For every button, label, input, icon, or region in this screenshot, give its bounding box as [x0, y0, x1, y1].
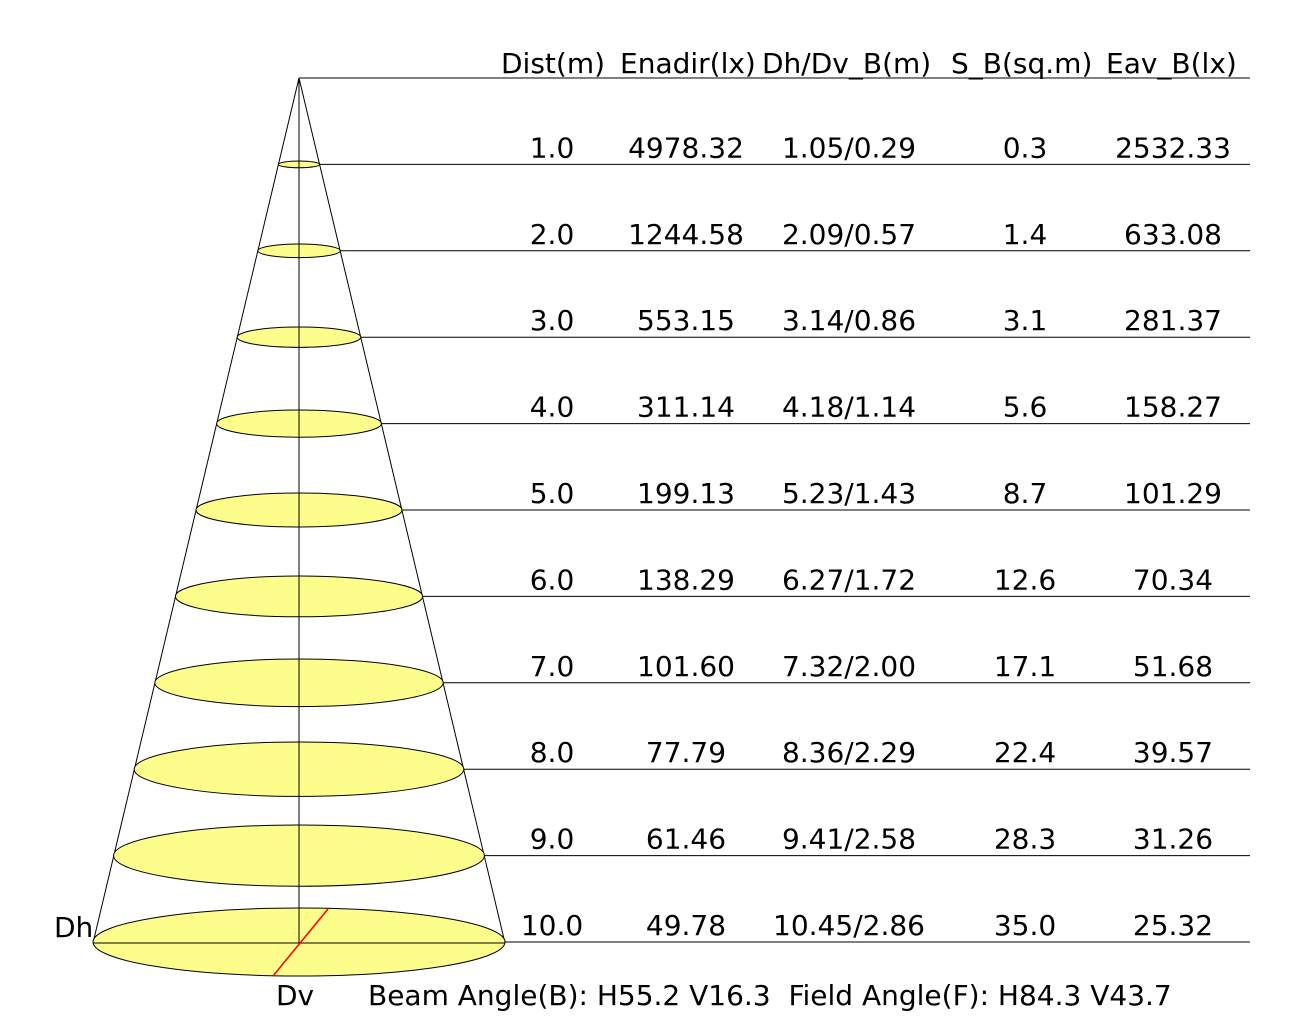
dv-label: Dv	[276, 979, 314, 1012]
row-cell-s: 22.4	[994, 736, 1056, 769]
table-rows: 1.0 4978.32 1.05/0.29 0.3 2532.332.0 1244.58 2…	[521, 131, 1231, 942]
row-cell-eav: 51.68	[1133, 650, 1213, 683]
column-header: Dh/Dv_B(m)	[762, 47, 931, 80]
row-cell-s: 17.1	[994, 650, 1056, 683]
row-cell-dist: 3.0	[530, 304, 575, 337]
row-cell-enadir: 311.14	[637, 391, 735, 424]
row-cell-s: 28.3	[994, 823, 1056, 856]
row-cell-eav: 70.34	[1133, 563, 1213, 596]
row-cell-s: 1.4	[1003, 218, 1048, 251]
row-cell-s: 35.0	[994, 909, 1056, 942]
row-cell-dist: 4.0	[530, 391, 575, 424]
table-header: Dist(m) Enadir(lx) Dh/Dv_B(m) S_B(sq.m) Eav_…	[501, 47, 1237, 80]
row-cell-enadir: 1244.58	[628, 218, 744, 251]
table-row: 10.0 49.78 10.45/2.86 35.0 25.32	[521, 909, 1213, 942]
row-cell-enadir: 4978.32	[628, 131, 744, 164]
dh-label: Dh	[54, 911, 93, 944]
row-cell-dhdv: 8.36/2.29	[782, 736, 916, 769]
column-header: S_B(sq.m)	[951, 47, 1092, 80]
row-cell-dist: 10.0	[521, 909, 583, 942]
row-cell-enadir: 138.29	[637, 563, 735, 596]
row-cell-dhdv: 2.09/0.57	[782, 218, 916, 251]
row-cell-dhdv: 3.14/0.86	[782, 304, 916, 337]
row-cell-eav: 2532.33	[1115, 131, 1231, 164]
table-row: 3.0 553.15 3.14/0.86 3.1 281.37	[530, 304, 1222, 337]
table-row: 8.0 77.79 8.36/2.29 22.4 39.57	[530, 736, 1213, 769]
table-row: 1.0 4978.32 1.05/0.29 0.3 2532.33	[530, 131, 1231, 164]
row-cell-eav: 101.29	[1124, 477, 1222, 510]
row-cell-dhdv: 5.23/1.43	[782, 477, 916, 510]
row-cell-dist: 5.0	[530, 477, 575, 510]
row-cell-dist: 6.0	[530, 563, 575, 596]
row-cell-dhdv: 6.27/1.72	[782, 563, 916, 596]
row-cell-eav: 158.27	[1124, 391, 1222, 424]
column-header: Enadir(lx)	[620, 47, 756, 80]
row-cell-s: 5.6	[1003, 391, 1048, 424]
beam-field-angle-label: Beam Angle(B): H55.2 V16.3 Field Angle(F…	[368, 979, 1172, 1012]
row-cell-enadir: 61.46	[646, 823, 726, 856]
row-cell-dhdv: 9.41/2.58	[782, 823, 916, 856]
row-cell-s: 0.3	[1003, 131, 1048, 164]
row-cell-eav: 281.37	[1124, 304, 1222, 337]
row-cell-enadir: 553.15	[637, 304, 735, 337]
column-header: Eav_B(lx)	[1106, 47, 1237, 80]
table-row: 6.0 138.29 6.27/1.72 12.6 70.34	[530, 563, 1213, 596]
row-cell-dist: 8.0	[530, 736, 575, 769]
row-lines	[299, 77, 1250, 943]
row-cell-enadir: 101.60	[637, 650, 735, 683]
row-cell-dist: 9.0	[530, 823, 575, 856]
row-cell-eav: 39.57	[1133, 736, 1213, 769]
dv-dimension-line	[272, 908, 329, 977]
column-header: Dist(m)	[501, 47, 605, 80]
row-cell-dhdv: 1.05/0.29	[782, 131, 916, 164]
row-cell-dist: 2.0	[530, 218, 575, 251]
row-cell-s: 12.6	[994, 563, 1056, 596]
row-cell-dist: 7.0	[530, 650, 575, 683]
row-cell-enadir: 77.79	[646, 736, 726, 769]
row-cell-enadir: 49.78	[646, 909, 726, 942]
row-cell-dhdv: 10.45/2.86	[773, 909, 925, 942]
table-row: 4.0 311.14 4.18/1.14 5.6 158.27	[530, 391, 1222, 424]
row-cell-eav: 25.32	[1133, 909, 1213, 942]
row-cell-enadir: 199.13	[637, 477, 735, 510]
table-row: 2.0 1244.58 2.09/0.57 1.4 633.08	[530, 218, 1222, 251]
row-cell-s: 8.7	[1003, 477, 1048, 510]
table-row: 9.0 61.46 9.41/2.58 28.3 31.26	[530, 823, 1213, 856]
table-row: 5.0 199.13 5.23/1.43 8.7 101.29	[530, 477, 1222, 510]
row-cell-s: 3.1	[1003, 304, 1048, 337]
row-cell-dhdv: 7.32/2.00	[782, 650, 916, 683]
row-cell-dist: 1.0	[530, 131, 575, 164]
annotations: Dh Dv Beam Angle(B): H55.2 V16.3 Field A…	[54, 911, 1172, 1012]
row-cell-dhdv: 4.18/1.14	[782, 391, 916, 424]
light-spots	[92, 78, 506, 977]
table-row: 7.0 101.60 7.32/2.00 17.1 51.68	[530, 650, 1213, 683]
row-cell-eav: 633.08	[1124, 218, 1222, 251]
row-cell-eav: 31.26	[1133, 823, 1213, 856]
